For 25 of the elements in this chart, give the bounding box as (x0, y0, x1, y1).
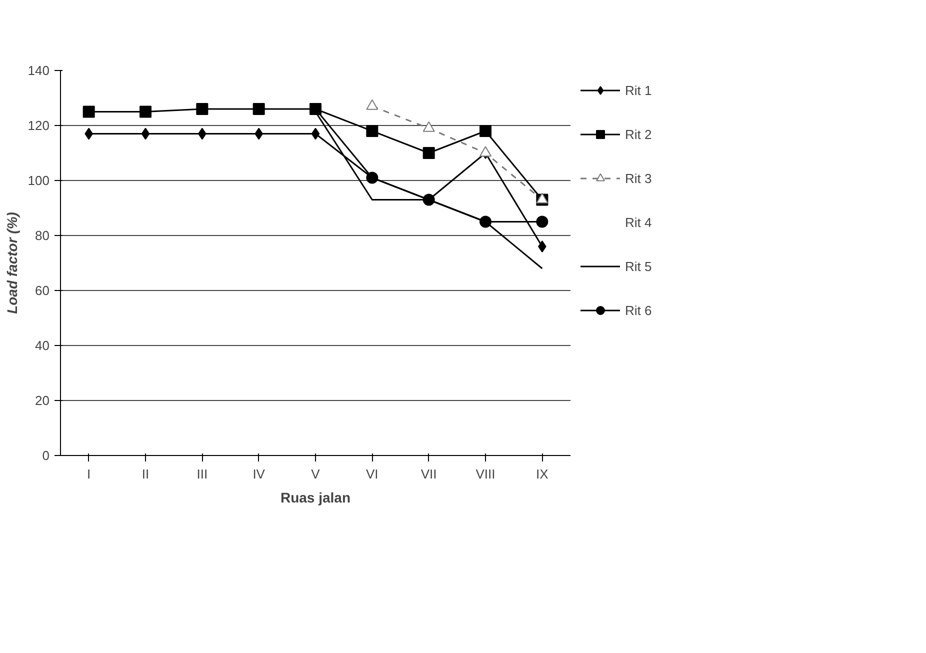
legend-label: Rit 3 (625, 170, 652, 186)
y-tick-label: 80 (35, 228, 50, 243)
x-tick-label: VI (366, 466, 378, 482)
y-tick-label: 60 (35, 283, 50, 298)
x-axis-title: Ruas jalan (280, 490, 351, 506)
x-tick-label: VII (420, 466, 437, 482)
x-tick-label: IX (536, 466, 549, 482)
x-tick-label: I (87, 466, 91, 482)
y-tick-label: 120 (28, 118, 50, 133)
legend-label: Rit 2 (625, 126, 652, 142)
x-tick-label: V (311, 466, 320, 482)
y-tick-label: 40 (35, 338, 50, 353)
y-tick-label: 0 (42, 448, 50, 463)
x-tick-label: IV (252, 466, 266, 482)
y-axis-title: Load factor (%) (4, 212, 20, 314)
y-tick-label: 100 (28, 173, 50, 188)
legend-label: Rit 5 (625, 258, 652, 274)
x-tick-label: III (196, 466, 208, 482)
text: Rit 4 (625, 214, 652, 230)
x-tick-label: II (142, 466, 150, 482)
legend-label: Rit 1 (625, 82, 652, 98)
legend-label: Rit 6 (625, 302, 652, 318)
y-tick-label: 20 (35, 393, 50, 408)
x-tick-label: VIII (476, 466, 496, 482)
y-tick-label: 140 (28, 63, 50, 78)
